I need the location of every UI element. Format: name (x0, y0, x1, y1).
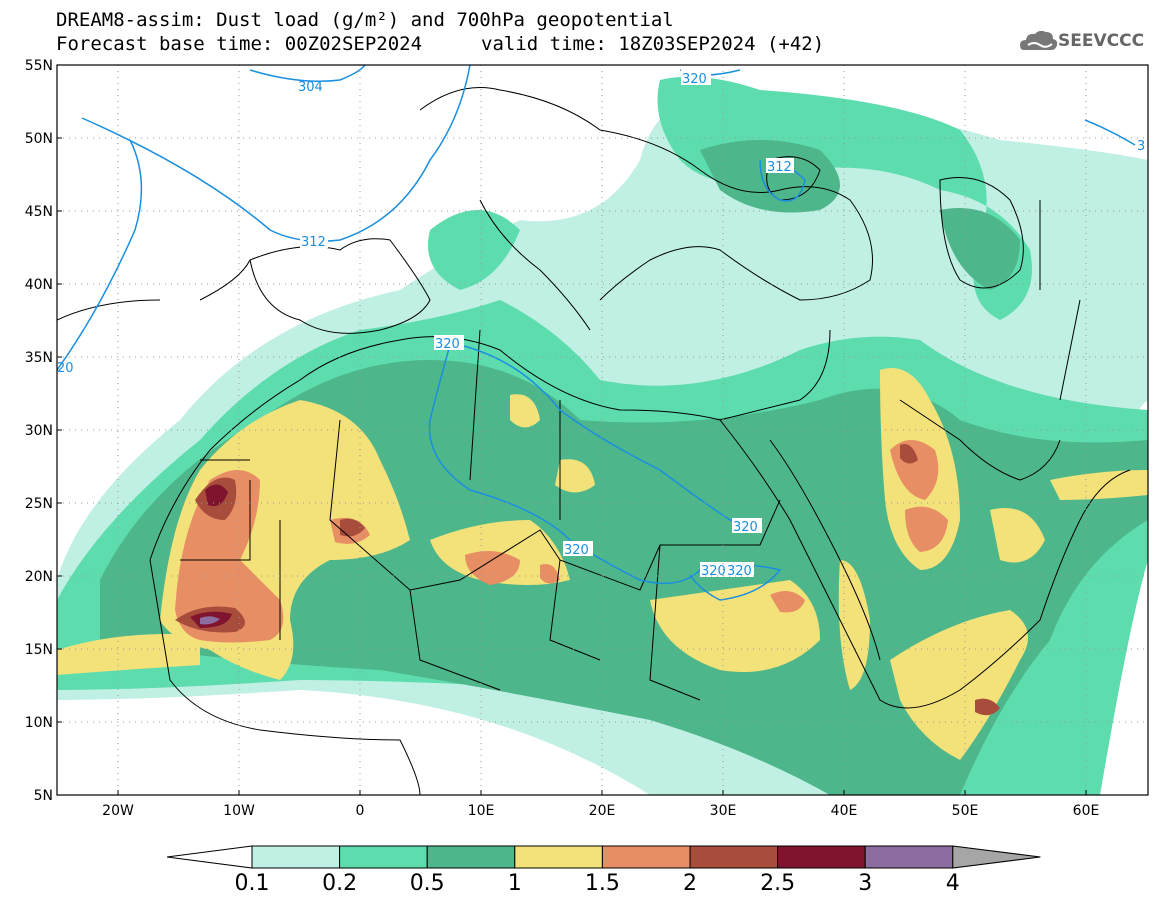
dust-field (57, 76, 1148, 795)
lon-label: 30E (710, 803, 737, 819)
lat-label: 10N (25, 715, 53, 731)
colorbar-label: 4 (945, 871, 960, 896)
latitude-labels: 55N 50N 45N 40N 35N 30N 25N 20N 15N 10N … (25, 58, 53, 804)
lon-label: 0 (356, 803, 365, 819)
lon-label: 40E (831, 803, 858, 819)
lon-label: 10E (468, 803, 495, 819)
contour-label: 312 (301, 235, 326, 250)
forecast-times: Forecast base time: 00Z02SEP2024 valid ti… (56, 33, 824, 55)
lon-label: 50E (952, 803, 979, 819)
contour-label: 320 (733, 520, 758, 535)
lon-label: 20W (102, 803, 134, 819)
contour-label: 320 (435, 337, 460, 352)
contour-label: 312 (767, 160, 792, 175)
logo-text: SEEVCCC (1058, 31, 1145, 51)
contour-label: 320 (564, 543, 589, 558)
colorbar-label: 3 (858, 871, 873, 896)
base-time: Forecast base time: 00Z02SEP2024 (56, 33, 423, 55)
lat-label: 55N (25, 58, 53, 74)
contour-label: 320 (682, 72, 707, 87)
lat-label: 20N (25, 569, 53, 585)
lat-label: 40N (25, 277, 53, 293)
map-title: DREAM8-assim: Dust load (g/m²) and 700hP… (56, 9, 674, 31)
colorbar-label: 1.5 (584, 871, 620, 896)
contour-labels: 304 312 320 320 312 320 320 320 320 20 3 (57, 70, 1145, 579)
colorbar-label: 0.5 (409, 871, 445, 896)
lat-label: 5N (34, 788, 53, 804)
valid-time: valid time: 18Z03SEP2024 (+42) (481, 33, 825, 55)
lat-label: 25N (25, 496, 53, 512)
contour-label: 3 (1137, 139, 1145, 154)
contour-label: 320 (727, 564, 752, 579)
colorbar-label: 0.2 (322, 871, 358, 896)
lat-label: 35N (25, 350, 53, 366)
colorbar-label: 2 (683, 871, 697, 896)
contour-label: 304 (298, 80, 323, 95)
cloud-logo-icon (1020, 30, 1058, 50)
lon-label: 60E (1073, 803, 1100, 819)
lat-label: 45N (25, 204, 53, 220)
colorbar-label: 1 (507, 871, 522, 896)
lat-label: 15N (25, 642, 53, 658)
coastlines (57, 87, 1131, 795)
lon-label: 20E (589, 803, 616, 819)
lon-label: 10W (223, 803, 255, 819)
lat-label: 30N (25, 423, 53, 439)
axis-ticks (57, 64, 1087, 795)
colorbar-label: 2.5 (760, 871, 796, 896)
contour-label: 20 (57, 361, 74, 376)
longitude-labels: 20W 10W 0 10E 20E 30E 40E 50E 60E (102, 803, 1099, 819)
contour-label: 320 (701, 564, 726, 579)
lat-label: 50N (25, 131, 53, 147)
colorbar-label: 0.1 (234, 871, 270, 896)
